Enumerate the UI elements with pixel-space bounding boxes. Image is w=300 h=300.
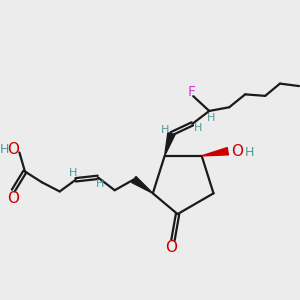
Text: O: O — [7, 142, 19, 158]
Polygon shape — [202, 148, 229, 156]
Text: H: H — [194, 123, 202, 133]
Text: O: O — [165, 240, 177, 255]
Text: H: H — [207, 113, 215, 123]
Text: H: H — [245, 146, 254, 159]
Text: H: H — [96, 179, 104, 189]
Text: O: O — [7, 191, 19, 206]
Text: H: H — [0, 143, 9, 157]
Text: F: F — [188, 85, 196, 99]
Text: O: O — [232, 144, 244, 159]
Polygon shape — [132, 176, 153, 193]
Polygon shape — [165, 133, 175, 156]
Text: H: H — [161, 125, 170, 135]
Text: H: H — [69, 168, 77, 178]
